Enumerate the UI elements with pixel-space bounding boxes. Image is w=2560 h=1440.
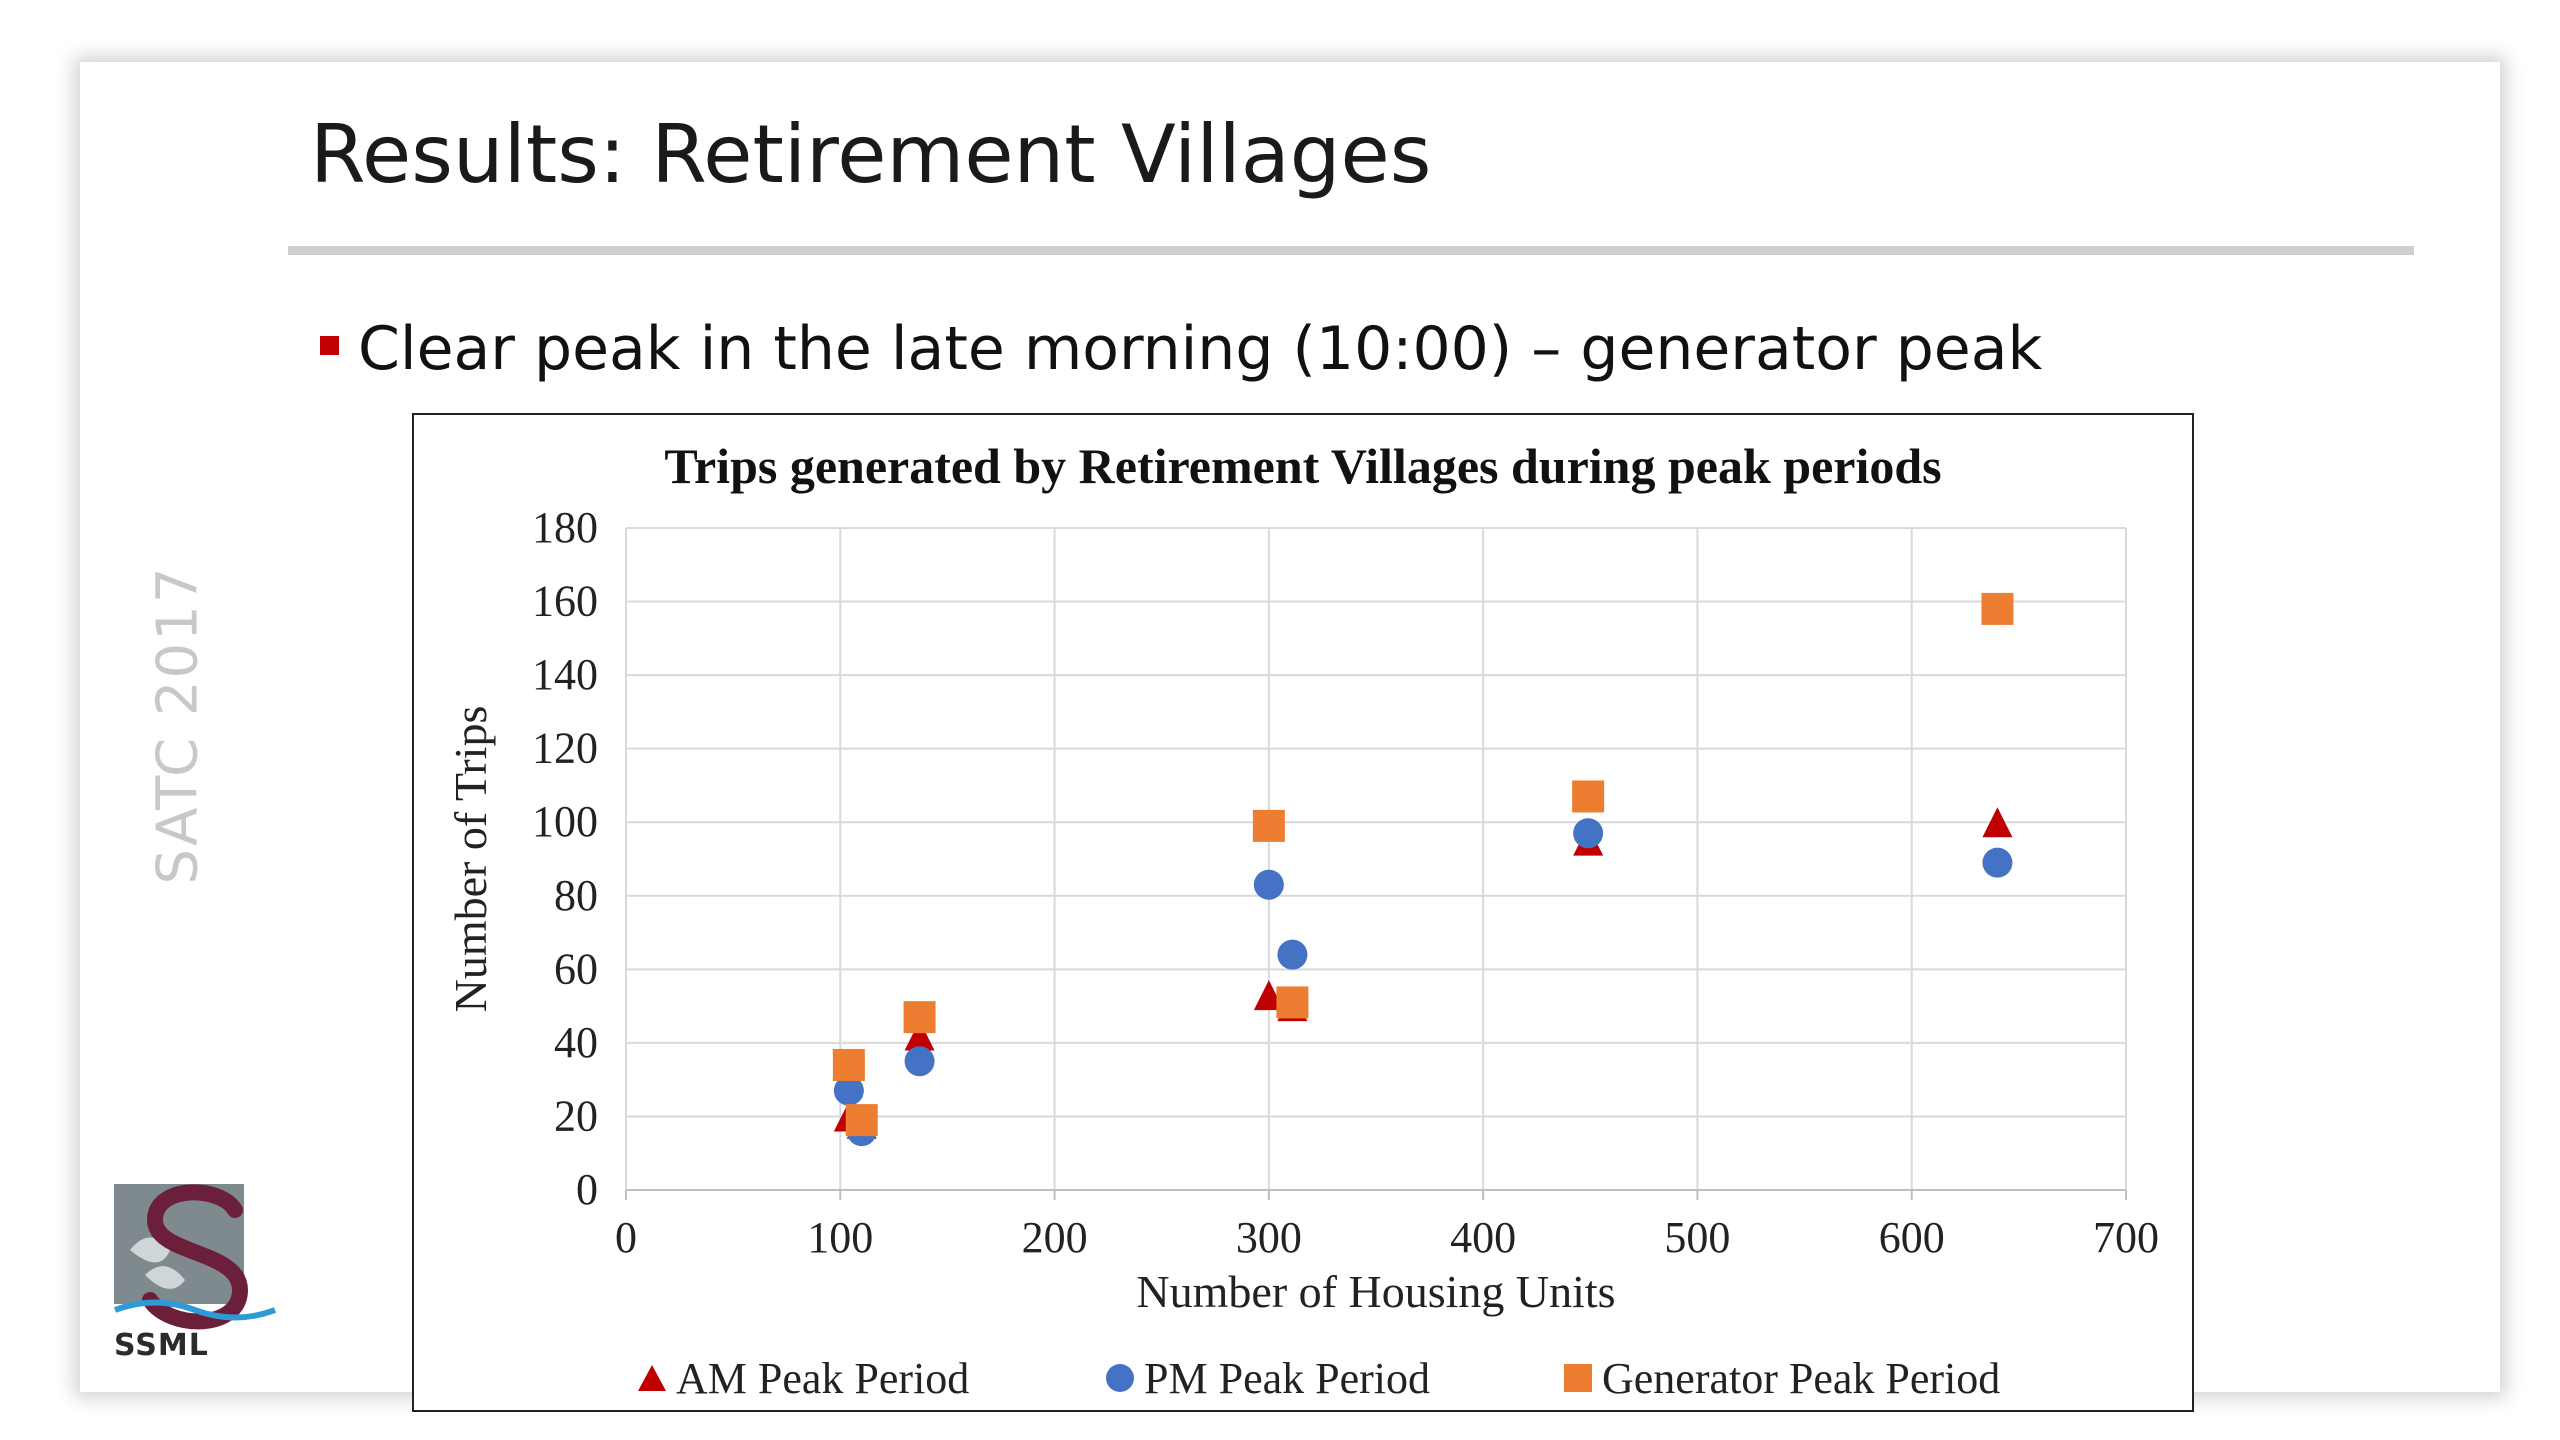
logo-s-letter bbox=[142, 1184, 249, 1330]
x-axis-label: Number of Housing Units bbox=[1136, 1266, 1615, 1317]
legend-item-generator: Generator Peak Period bbox=[1562, 1350, 2000, 1406]
y-tick-label: 60 bbox=[554, 944, 598, 993]
am-data-point bbox=[1253, 980, 1284, 1011]
legend-label-am: AM Peak Period bbox=[676, 1353, 970, 1403]
y-tick-label: 40 bbox=[554, 1018, 598, 1067]
generator-data-point bbox=[845, 1104, 878, 1137]
y-tick-label: 180 bbox=[532, 503, 598, 552]
am-data-point bbox=[904, 1020, 935, 1051]
legend-label-generator: Generator Peak Period bbox=[1602, 1353, 2001, 1403]
legend-label-pm: PM Peak Period bbox=[1144, 1353, 1430, 1403]
y-tick-label: 160 bbox=[532, 577, 598, 626]
title-divider bbox=[288, 246, 2414, 255]
x-tick-label: 500 bbox=[1664, 1213, 1730, 1262]
pm-data-point bbox=[1253, 869, 1284, 900]
pm-data-point bbox=[1982, 847, 2013, 878]
generator-data-point bbox=[1276, 986, 1309, 1019]
y-tick-label: 0 bbox=[576, 1165, 598, 1214]
logo-leaf-shape bbox=[130, 1237, 185, 1289]
x-tick-label: 400 bbox=[1450, 1213, 1516, 1262]
y-tick-label: 120 bbox=[532, 724, 598, 773]
chart-title: Trips generated by Retirement Villages d… bbox=[664, 438, 1942, 494]
generator-data-point bbox=[832, 1048, 865, 1081]
generator-data-point bbox=[1252, 809, 1285, 842]
conference-label: SATC 2017 bbox=[145, 565, 211, 885]
legend-item-pm: PM Peak Period bbox=[1104, 1350, 1430, 1406]
pm-data-point bbox=[833, 1075, 864, 1106]
y-tick-label: 100 bbox=[532, 797, 598, 846]
generator-data-point bbox=[1572, 780, 1605, 813]
ssml-logo bbox=[113, 1184, 277, 1330]
bullet-text: Clear peak in the late morning (10:00) –… bbox=[358, 314, 2043, 384]
x-tick-label: 100 bbox=[807, 1213, 873, 1262]
chart-container: Trips generated by Retirement Villages d… bbox=[412, 413, 2194, 1412]
generator-data-point bbox=[903, 1001, 936, 1034]
legend-generator-square-icon bbox=[1564, 1364, 1592, 1392]
y-tick-label: 140 bbox=[532, 650, 598, 699]
scatter-chart: 0 100 200 300 400 500 600 700 0 20 40 60 80 100 120 140… bbox=[445, 503, 2159, 1317]
generator-data-point bbox=[1981, 592, 2014, 625]
slide-title: Results: Retirement Villages bbox=[310, 108, 1432, 201]
x-tick-label: 600 bbox=[1879, 1213, 1945, 1262]
legend-pm-circle-icon bbox=[1106, 1364, 1134, 1392]
legend-item-am: AM Peak Period bbox=[636, 1350, 969, 1406]
logo-wave-shape bbox=[113, 1299, 277, 1321]
pm-data-point bbox=[1573, 818, 1604, 849]
x-tick-label: 700 bbox=[2093, 1213, 2159, 1262]
pm-data-point bbox=[904, 1046, 935, 1077]
x-tick-label: 300 bbox=[1236, 1213, 1302, 1262]
x-tick-label: 200 bbox=[1022, 1213, 1088, 1262]
x-tick-label: 0 bbox=[615, 1213, 637, 1262]
y-tick-label: 80 bbox=[554, 871, 598, 920]
y-axis-label: Number of Trips bbox=[445, 706, 496, 1013]
bullet-marker bbox=[320, 336, 339, 355]
logo-text: SSML bbox=[114, 1328, 209, 1363]
y-tick-label: 20 bbox=[554, 1091, 598, 1140]
pm-data-point bbox=[1277, 939, 1308, 970]
legend-am-triangle-icon bbox=[638, 1365, 666, 1391]
am-data-point bbox=[1982, 807, 2013, 838]
